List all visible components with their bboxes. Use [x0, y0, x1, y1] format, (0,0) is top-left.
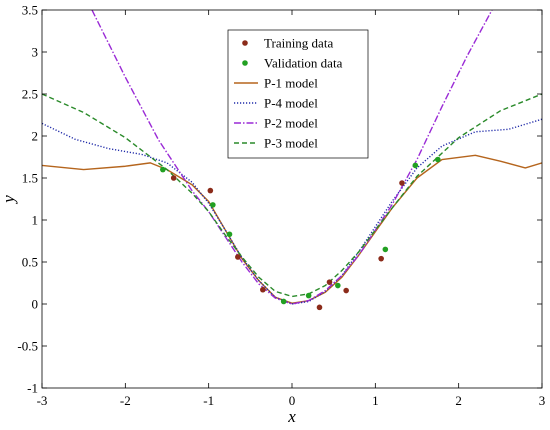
legend-label: P-3 model	[264, 136, 318, 151]
legend-label: P-2 model	[264, 116, 318, 131]
x-tick-label: -1	[203, 393, 214, 408]
legend-marker	[242, 60, 248, 66]
legend-label: P-1 model	[264, 76, 318, 91]
legend-label: P-4 model	[264, 96, 318, 111]
y-tick-label: 0	[32, 297, 39, 312]
point-training-data	[170, 175, 177, 181]
legend-label: Training data	[264, 36, 333, 51]
point-validation-data	[226, 231, 233, 238]
point-validation-data	[435, 156, 441, 163]
y-tick-label: 0.5	[22, 255, 38, 270]
legend: Training data Validation data P-1 model P-4…	[227, 29, 369, 159]
y-tick-label: 1.5	[22, 171, 38, 186]
y-tick-label: 1	[32, 213, 39, 228]
point-training-data	[316, 304, 323, 311]
x-axis-label: x	[287, 407, 296, 426]
x-tick-label: 2	[455, 393, 462, 408]
x-tick-label: -2	[120, 393, 131, 408]
y-tick-label: 2.5	[22, 87, 38, 102]
point-training-data	[207, 187, 214, 194]
series-line-p-3-model	[42, 93, 542, 298]
point-training-data	[260, 286, 266, 293]
y-tick-label: 3	[32, 45, 39, 60]
y-axis-label: y	[0, 195, 18, 205]
legend-marker	[242, 40, 248, 46]
y-tick-label: -1	[27, 381, 38, 396]
point-training-data	[343, 287, 349, 294]
series-line-p-4-model	[42, 118, 542, 305]
point-validation-data	[305, 292, 312, 299]
y-tick-label: 2	[32, 129, 39, 144]
point-validation-data	[280, 298, 287, 305]
legend-label: Validation data	[264, 56, 343, 71]
point-validation-data	[382, 246, 389, 253]
point-validation-data	[160, 166, 166, 173]
x-tick-label: 1	[372, 393, 379, 408]
y-tick-label: 3.5	[22, 3, 38, 18]
point-validation-data	[335, 282, 341, 289]
point-training-data	[235, 254, 241, 260]
x-tick-label: 0	[289, 393, 296, 408]
point-training-data	[326, 279, 333, 285]
x-tick-label: -3	[37, 393, 48, 408]
axes-layer: -3 -2 -1 0 1 2 3 -1 -0.5 0 0.5 1 1.5 2 2.5 3 3.5	[17, 3, 545, 409]
point-validation-data	[412, 162, 419, 169]
legend-box	[227, 29, 369, 159]
points-layer	[160, 156, 441, 311]
point-validation-data	[210, 202, 216, 208]
x-tick-label: 3	[539, 393, 546, 408]
point-training-data	[378, 255, 384, 262]
point-training-data	[399, 180, 405, 186]
y-tick-label: -0.5	[17, 339, 38, 354]
